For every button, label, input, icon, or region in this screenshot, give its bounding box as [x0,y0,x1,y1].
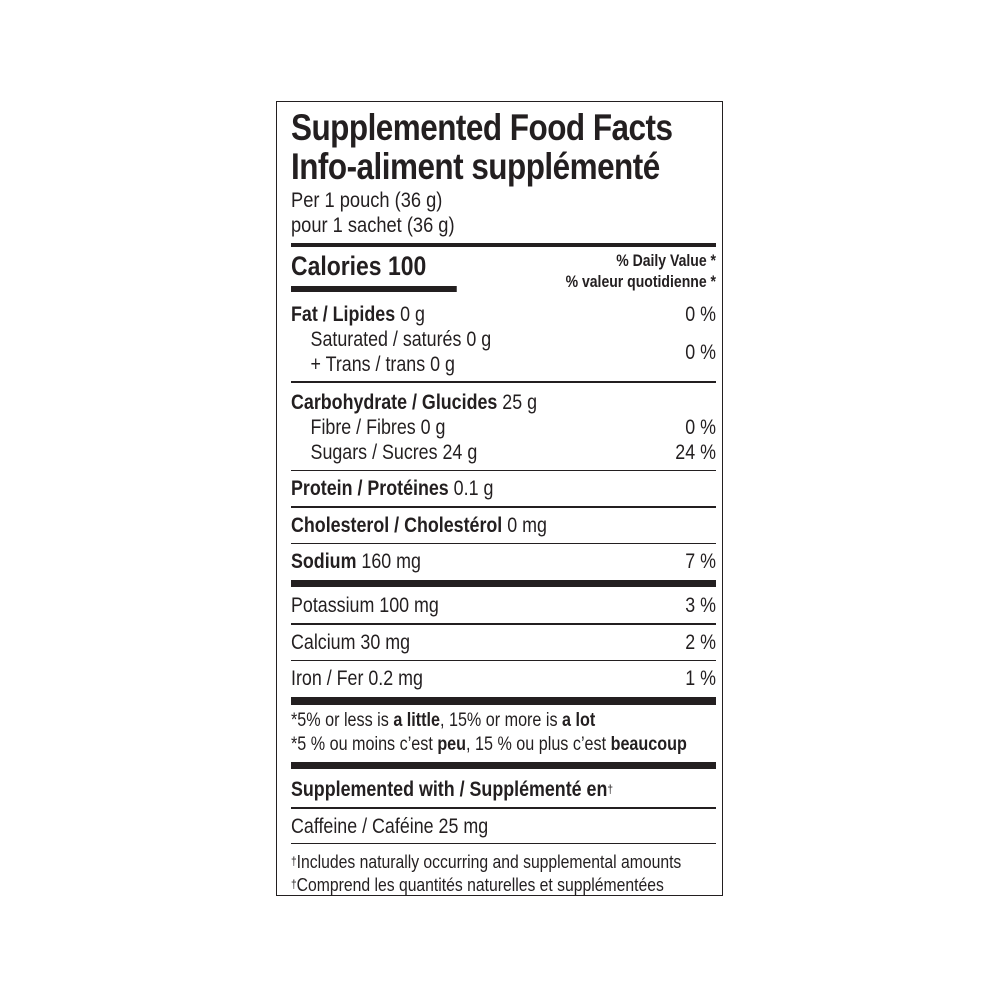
note-text: , 15 % ou plus c’est [466,734,611,755]
sugars-dv: 24 % [675,440,716,464]
divider [291,542,716,544]
potassium-row: Potassium 100 mg 3 % [291,593,716,618]
sugars-label: Sugars / Sucres 24 g [310,440,478,464]
note-bold: peu [437,734,467,755]
supplemented-heading: Supplemented with / Supplémenté en† [291,777,716,802]
iron-row: Iron / Fer 0.2 mg 1 % [291,666,716,691]
fat-dv: 0 % [685,303,716,326]
dagger: † [607,782,614,796]
note-text: , 15% or more is [439,710,563,731]
dv-en: % Daily Value [616,252,707,270]
fibre-label: Fibre / Fibres 0 g [310,415,446,439]
divider-thick [291,762,716,769]
trans-label: + Trans / trans 0 g [310,353,455,376]
note-bold: a lot [562,710,596,731]
divider [291,243,716,247]
footnote-dv-fr: *5 % ou moins c’est peu, 15 % ou plus c’… [291,733,716,757]
divider [291,381,716,383]
note-bold: a little [393,710,440,731]
asterisk: * [710,273,716,291]
calcium-label: Calcium 30 mg [291,630,411,654]
fat-label: Fat / Lipides [291,303,396,326]
title-en: Supplemented Food Facts [291,107,673,148]
nutrition-facts-label: Supplemented Food Facts Info-aliment sup… [276,101,723,896]
calcium-dv: 2 % [685,630,716,654]
cholesterol-label: Cholesterol / Cholestérol [291,513,503,537]
footnote-fr-text: Comprend les quantités naturelles et sup… [296,874,664,895]
daily-value-header: % Daily Value * % valeur quotidienne * [566,251,716,293]
footnote-en-text: Includes naturally occurring and supplem… [296,851,682,872]
iron-dv: 1 % [685,667,716,690]
calories: Calories 100 [291,251,457,282]
supplemented-heading-text: Supplemented with / Supplémenté en [291,778,608,801]
divider-thick [291,697,716,705]
divider [291,506,716,508]
sodium-amount: 160 mg [361,550,421,573]
calcium-row: Calcium 30 mg 2 % [291,630,716,655]
sat-trans-row: Saturated / saturés 0 g + Trans / trans 0… [291,327,716,377]
calories-row: Calories 100 % Daily Value * % valeur qu… [291,251,716,293]
protein-label: Protein / Protéines [291,477,449,500]
caffeine-row: Caffeine / Caféine 25 mg [291,814,716,839]
calories-label: Calories [291,251,382,281]
divider-thick [291,580,716,587]
calories-value: 100 [387,251,427,281]
sugars-row: Sugars / Sucres 24 g 24 % [291,440,716,465]
cholesterol-row: Cholesterol / Cholestérol 0 mg [291,513,716,538]
dagger: † [291,854,297,868]
protein-row: Protein / Protéines 0.1 g [291,476,716,501]
carb-amount: 25 g [502,390,538,414]
calories-bar [291,286,457,292]
divider [291,807,716,809]
footnote-supp-en: †Includes naturally occurring and supple… [291,850,716,873]
title-fr: Info-aliment supplémenté [291,146,660,187]
sodium-label: Sodium [291,550,357,573]
cholesterol-amount: 0 mg [507,513,547,537]
potassium-dv: 3 % [685,594,716,617]
divider [291,659,716,661]
iron-label: Iron / Fer 0.2 mg [291,667,423,690]
fibre-row: Fibre / Fibres 0 g 0 % [291,415,716,440]
sodium-row: Sodium 160 mg 7 % [291,549,716,574]
note-text: *5% or less is [291,710,394,731]
serving-fr: pour 1 sachet (36 g) [291,213,455,237]
carb-label: Carbohydrate / Glucides [291,390,498,414]
note-text: *5 % ou moins c’est [291,734,438,755]
divider [291,469,716,471]
divider [291,842,716,844]
protein-amount: 0.1 g [453,477,494,500]
carb-row: Carbohydrate / Glucides 25 g [291,390,716,415]
dagger: † [291,877,297,891]
fat-row: Fat / Lipides 0 g 0 % [291,302,716,327]
dv-fr: % valeur quotidienne [565,273,707,291]
footnote-supp-fr: †Comprend les quantités naturelles et su… [291,873,716,895]
footnote-dv-en: *5% or less is a little, 15% or more is … [291,709,716,733]
fat-amount: 0 g [400,303,425,326]
fibre-dv: 0 % [685,415,716,439]
caffeine-label: Caffeine / Caféine 25 mg [291,814,489,838]
sat-trans-dv: 0 % [685,340,716,364]
potassium-label: Potassium 100 mg [291,594,439,617]
asterisk: * [710,252,716,270]
serving-en: Per 1 pouch (36 g) [291,188,443,212]
divider [291,623,716,625]
sodium-dv: 7 % [685,550,716,573]
note-bold: beaucoup [610,734,687,755]
saturated-label: Saturated / saturés 0 g [310,328,492,351]
